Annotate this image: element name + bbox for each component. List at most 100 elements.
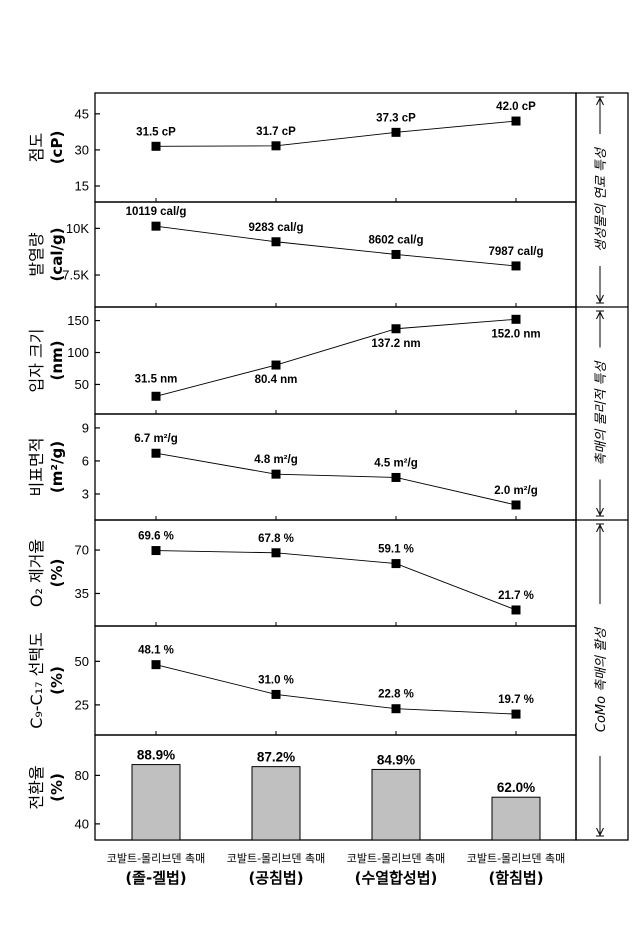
data-label: 88.9% — [137, 748, 175, 763]
y-axis-label-line1: C₉-C₁₇ 선택도 — [27, 632, 46, 729]
data-point — [271, 237, 281, 247]
data-point — [271, 689, 281, 699]
y-tick-label: 30 — [75, 142, 89, 157]
data-point — [391, 324, 401, 334]
category-label-line1: 코발트-몰리브덴 촉매 — [227, 852, 326, 865]
side-label: CoMo 촉매의 활성 — [594, 626, 609, 732]
y-tick-label: 100 — [67, 345, 89, 360]
y-axis-label: O₂ 제거율 (%) — [27, 539, 66, 607]
y-axis-label-line2: (%) — [48, 773, 66, 802]
y-axis-label: 발열량 (cal/g) — [27, 227, 66, 281]
data-label: 8602 cal/g — [369, 234, 424, 246]
data-label: 9283 cal/g — [249, 222, 304, 234]
category-2: 코발트-몰리브덴 촉매 (공침법) — [227, 852, 326, 887]
data-label: 31.0 % — [258, 674, 294, 686]
panel-frame — [94, 413, 577, 521]
data-label: 7987 cal/g — [489, 246, 544, 258]
category-1: 코발트-몰리브덴 촉매 (졸-겔법) — [107, 852, 206, 887]
y-tick-label: 80 — [75, 768, 89, 783]
series-line — [155, 664, 517, 715]
y-axis-label-line1: 발열량 — [27, 232, 46, 276]
category-4: 코발트-몰리브덴 촉매 (함침법) — [467, 852, 566, 887]
data-point — [271, 360, 281, 370]
panel-7: 40 80 전환율 (%) 88.9% 87.2% 84.9% 62.0% — [27, 734, 577, 841]
data-point — [511, 709, 521, 719]
data-point — [271, 469, 281, 479]
y-axis-label-line2: (nm) — [48, 340, 66, 380]
data-point — [511, 116, 521, 126]
y-axis-label-line1: 점도 — [27, 133, 46, 162]
y-axis-label: 비표면적 (m²/g) — [27, 438, 66, 497]
y-tick-label: 7.5K — [62, 268, 89, 283]
data-point — [151, 141, 161, 151]
data-label: 87.2% — [257, 750, 295, 765]
data-label: 59.1 % — [378, 544, 414, 556]
data-point — [271, 548, 281, 558]
series-line — [155, 225, 517, 267]
side-group-3: CoMo 촉매의 활성 — [594, 523, 609, 837]
data-label: 37.3 cP — [376, 112, 416, 124]
data-label: 42.0 cP — [496, 101, 536, 113]
y-tick-label: 45 — [75, 106, 89, 121]
series-line — [155, 318, 517, 397]
y-axis-label: 점도 (cP) — [27, 131, 66, 165]
y-axis-label-line1: 입자 크기 — [27, 329, 46, 393]
y-axis-label: 전환율 (%) — [27, 765, 66, 809]
category-labels: 코발트-몰리브덴 촉매(졸-겔법)코발트-몰리브덴 촉매(공침법)코발트-몰리브… — [107, 852, 566, 887]
data-label: 2.0 m²/g — [494, 485, 537, 497]
y-axis-label-line1: 전환율 — [27, 765, 46, 809]
data-point — [151, 391, 161, 401]
arrow-down-icon — [596, 294, 604, 304]
category-label-line1: 코발트-몰리브덴 촉매 — [467, 852, 566, 865]
side-label: 생성물의 연료 특성 — [594, 146, 609, 252]
data-point — [151, 448, 161, 458]
data-point — [391, 472, 401, 482]
y-tick-label: 40 — [75, 816, 89, 831]
data-label: 69.6 % — [138, 531, 174, 543]
arrow-down-icon — [596, 507, 604, 517]
data-label: 137.2 nm — [371, 338, 420, 350]
y-axis-label-line2: (cal/g) — [48, 227, 66, 281]
arrow-up-icon — [596, 96, 604, 106]
y-axis-label-line1: 비표면적 — [27, 438, 46, 497]
data-label: 4.8 m²/g — [254, 454, 297, 466]
bar — [371, 768, 421, 841]
category-3: 코발트-몰리브덴 촉매 (수열합성법) — [347, 852, 446, 887]
data-point — [271, 141, 281, 151]
series-line — [155, 452, 517, 506]
data-label: 62.0% — [497, 780, 535, 795]
bar — [131, 764, 181, 841]
panel-5: 35 70 O₂ 제거율 (%) 69.6 % 67.8 % 59.1 % 21.7 % — [27, 519, 577, 627]
data-label: 80.4 nm — [255, 374, 298, 386]
series-line — [155, 120, 517, 147]
category-label-line1: 코발트-몰리브덴 촉매 — [347, 852, 446, 865]
data-point — [391, 127, 401, 137]
data-point — [511, 605, 521, 615]
side-group-2: 촉매의 물리적 특성 — [594, 310, 609, 517]
category-label-line2: (함침법) — [488, 869, 543, 887]
panel-frame — [94, 306, 577, 415]
data-label: 21.7 % — [498, 590, 534, 602]
panel-6: 25 50 C₉-C₁₇ 선택도 (%) 48.1 % 31.0 % 22.8 % 19.7 … — [27, 625, 577, 736]
y-axis-label-line2: (cP) — [48, 131, 66, 165]
y-tick-label: 25 — [75, 697, 89, 712]
series-line — [155, 550, 517, 611]
data-label: 31.7 cP — [256, 126, 296, 138]
data-label: 6.7 m²/g — [134, 433, 177, 445]
data-label: 152.0 nm — [491, 328, 540, 340]
panels: 15 30 45 점도 (cP) 31.5 cP 31.7 cP 37.3 cP 42.0 cP… — [27, 92, 577, 841]
data-point — [151, 221, 161, 231]
data-point — [511, 314, 521, 324]
y-axis-label-line2: (m²/g) — [48, 441, 66, 493]
data-label: 22.8 % — [378, 689, 414, 701]
data-point — [151, 546, 161, 556]
data-label: 67.8 % — [258, 533, 294, 545]
data-label: 84.9% — [377, 752, 415, 767]
y-axis-label: 입자 크기 (nm) — [27, 329, 66, 393]
panel-1: 15 30 45 점도 (cP) 31.5 cP 31.7 cP 37.3 cP 42.0 cP — [27, 92, 577, 203]
y-tick-label: 50 — [75, 377, 89, 392]
bar — [491, 796, 541, 841]
arrow-down-icon — [596, 827, 604, 837]
